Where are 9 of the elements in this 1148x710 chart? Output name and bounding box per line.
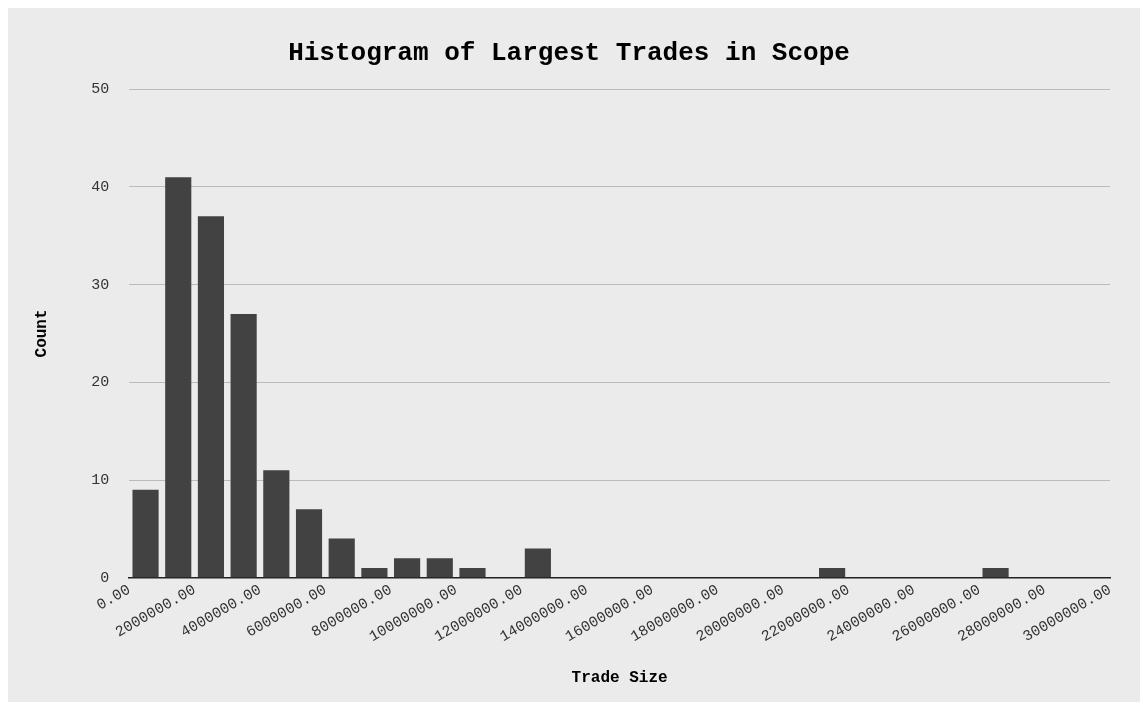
x-axis-title: Trade Size (571, 669, 668, 688)
y-tick-label: 30 (91, 276, 110, 294)
y-tick-label: 20 (91, 374, 110, 392)
y-tick-label: 10 (91, 471, 110, 489)
chart-title: Histogram of Largest Trades in Scope (288, 38, 850, 69)
y-tick-label: 50 (91, 81, 110, 99)
y-tick-label: 0 (100, 569, 110, 587)
y-tick-label: 40 (91, 178, 110, 196)
y-axis-title: Count (32, 309, 51, 358)
